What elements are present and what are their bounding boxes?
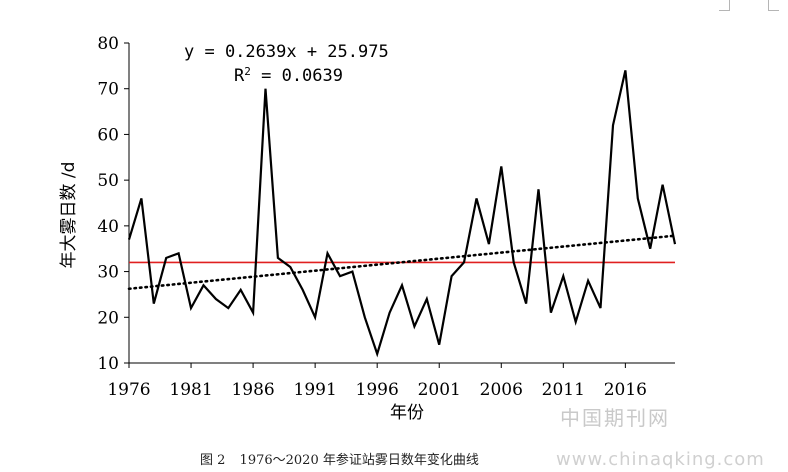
axis-labels: 10 20 30 40 50 60 70 80 1976 1981 1986 1991 1996 2001… bbox=[59, 34, 647, 423]
trendline bbox=[127, 234, 677, 291]
caption-text: 1976～2020 年参证站雾日数年变化曲线 bbox=[239, 453, 479, 468]
data-series bbox=[127, 70, 677, 358]
y-tick-label: 20 bbox=[97, 308, 119, 328]
y-tick-label: 10 bbox=[97, 354, 119, 374]
x-tick-label: 1986 bbox=[231, 380, 274, 400]
x-tick-label: 1981 bbox=[169, 380, 212, 400]
x-tick-label: 1991 bbox=[294, 380, 337, 400]
x-tick-label: 2001 bbox=[418, 380, 461, 400]
y-tick-label: 50 bbox=[97, 171, 119, 191]
watermark-url: www.chinaqking.com bbox=[556, 449, 765, 470]
y-tick-label: 30 bbox=[97, 263, 119, 283]
y-tick-label: 80 bbox=[97, 34, 119, 54]
trendline-mark bbox=[127, 234, 677, 291]
y-axis-title: 年大雾日数 /d bbox=[59, 162, 79, 269]
page-corner-mark bbox=[768, 0, 779, 11]
series-line bbox=[127, 70, 677, 358]
trendline-equation: y = 0.2639x + 25.975 bbox=[184, 42, 389, 62]
y-tick-label: 40 bbox=[97, 217, 119, 237]
axes bbox=[124, 42, 675, 368]
figure-caption: 图 2 1976～2020 年参证站雾日数年变化曲线 bbox=[200, 449, 489, 468]
x-axis-title: 年份 bbox=[390, 403, 424, 423]
r-squared-value: = 0.0639 bbox=[251, 66, 343, 86]
r-squared-superscript: 2 bbox=[244, 65, 251, 78]
caption-label: 图 2 bbox=[200, 453, 226, 468]
r-squared-symbol: R bbox=[234, 66, 245, 86]
y-tick-label: 60 bbox=[97, 125, 119, 145]
x-tick-label: 2011 bbox=[542, 380, 585, 400]
page-corner-mark bbox=[719, 0, 730, 11]
r-squared-label: R2 = 0.0639 bbox=[234, 65, 343, 87]
x-tick-label: 2016 bbox=[604, 380, 647, 400]
x-tick-label: 2006 bbox=[480, 380, 523, 400]
watermark-cn: 中国期刊网 bbox=[560, 406, 670, 430]
x-tick-label: 1976 bbox=[107, 380, 150, 400]
y-tick-label: 70 bbox=[97, 80, 119, 100]
x-tick-label: 1996 bbox=[356, 380, 399, 400]
